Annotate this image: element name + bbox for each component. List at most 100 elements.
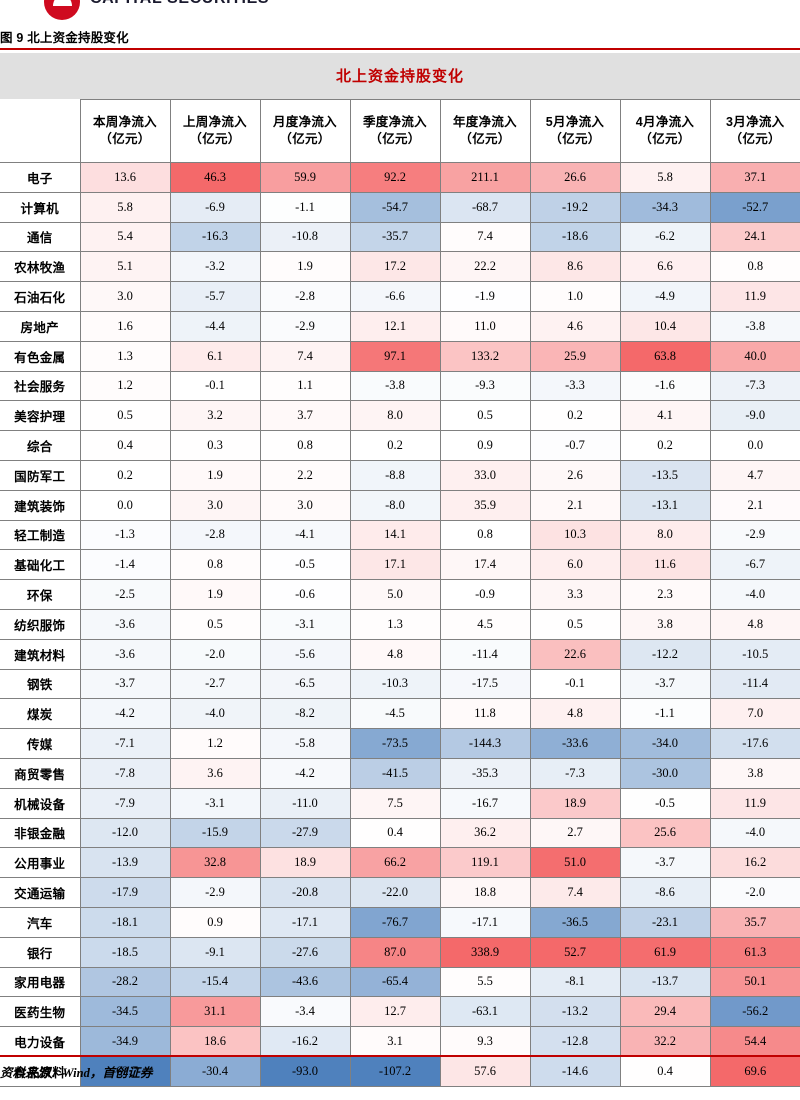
table-cell: -8.0 [349, 489, 441, 521]
table-cell: 1.9 [259, 251, 351, 283]
table-cell: 35.9 [439, 489, 531, 521]
table-cell: 26.6 [529, 162, 621, 193]
table-cell: -13.5 [619, 459, 711, 491]
table-cell: 0.4 [349, 817, 441, 849]
row-header-industry: 环保 [0, 579, 81, 610]
table-cell: -11.4 [439, 638, 531, 670]
table-row: 环保 -2.5 1.9 -0.6 5.0 -0.9 3.3 2.3 -4.0 [0, 579, 800, 610]
row-header-industry: 建筑装饰 [0, 489, 81, 521]
table-cell: 0.8 [169, 549, 261, 581]
table-cell: -7.1 [79, 728, 171, 759]
table-cell: -6.2 [619, 221, 711, 253]
table-cell: 12.7 [349, 996, 441, 1028]
table-cell: 12.1 [349, 310, 441, 342]
row-header-industry: 医药生物 [0, 996, 81, 1028]
table-cell: 13.6 [79, 162, 171, 193]
table-cell: -4.2 [79, 698, 171, 730]
table-cell: 7.4 [439, 221, 531, 253]
table-cell: 18.8 [439, 877, 531, 908]
row-header-industry: 有色金属 [0, 340, 81, 372]
row-header-industry: 房地产 [0, 310, 81, 342]
table-cell: -30.4 [169, 1055, 261, 1087]
table-row: 有色金属 1.3 6.1 7.4 97.1 133.2 25.9 63.8 40.0 [0, 340, 800, 372]
table-cell: -22.0 [349, 877, 441, 908]
table-row: 机械设备 -7.9 -3.1 -11.0 7.5 -16.7 18.9 -0.5 11.9 [0, 787, 800, 819]
table-cell: 66.2 [349, 847, 441, 879]
table-cell: -12.2 [619, 638, 711, 670]
table-cell: -8.1 [529, 966, 621, 998]
row-header-industry: 轻工制造 [0, 519, 81, 551]
table-cell: 4.5 [439, 608, 531, 640]
table-cell: 0.8 [439, 519, 531, 551]
table-cell: 18.9 [259, 847, 351, 879]
table-cell: -7.9 [79, 787, 171, 819]
table-cell: -3.2 [169, 251, 261, 283]
table-cell: -15.9 [169, 817, 261, 849]
table-cell: -5.7 [169, 281, 261, 312]
table-cell: 0.3 [169, 430, 261, 461]
table-cell: -8.6 [619, 877, 711, 908]
table-cell: 5.8 [619, 162, 711, 193]
row-header-industry: 电子 [0, 162, 81, 193]
table-cell: -62.7 [79, 1055, 171, 1087]
table-cell: -2.0 [709, 877, 800, 908]
table-cell: 87.0 [349, 936, 441, 968]
table-cell: -16.7 [439, 787, 531, 819]
table-cell: 63.8 [619, 340, 711, 372]
column-header-4: 年度净流入 （亿元） [439, 99, 531, 163]
table-cell: -3.8 [709, 310, 800, 342]
table-cell: 52.7 [529, 936, 621, 968]
table-cell: -4.2 [259, 757, 351, 789]
table-cell: -13.9 [79, 847, 171, 879]
table-cell: 0.0 [709, 430, 800, 461]
table-cell: 4.1 [619, 400, 711, 432]
table-cell: -34.0 [619, 728, 711, 759]
table-cell: -9.0 [709, 400, 800, 432]
table-cell: -11.0 [259, 787, 351, 819]
row-header-industry: 美容护理 [0, 400, 81, 432]
table-cell: -8.8 [349, 459, 441, 491]
table-cell: 11.8 [439, 698, 531, 730]
table-corner-header [0, 99, 81, 163]
row-header-industry: 家用电器 [0, 966, 81, 998]
table-cell: -1.1 [259, 191, 351, 223]
table-row: 非银金融 -12.0 -15.9 -27.9 0.4 36.2 2.7 25.6 -4.0 [0, 817, 800, 849]
table-row: 社会服务 1.2 -0.1 1.1 -3.8 -9.3 -3.3 -1.6 -7.3 [0, 370, 800, 402]
table-cell: -2.0 [169, 638, 261, 670]
table-cell: 1.2 [79, 370, 171, 402]
table-cell: -73.5 [349, 728, 441, 759]
table-cell: -9.3 [439, 370, 531, 402]
table-cell: -20.8 [259, 877, 351, 908]
table-row: 综合 0.4 0.3 0.8 0.2 0.9 -0.7 0.2 0.0 [0, 430, 800, 461]
table-cell: 11.6 [619, 549, 711, 581]
table-row: 食品饮料 -62.7 -30.4 -93.0 -107.2 57.6 -14.6 0.4 69.… [0, 1055, 800, 1087]
table-cell: -1.3 [79, 519, 171, 551]
table-cell: 11.0 [439, 310, 531, 342]
table-cell: -30.0 [619, 757, 711, 789]
table-cell: 1.6 [79, 310, 171, 342]
table-row: 电子 13.6 46.3 59.9 92.2 211.1 26.6 5.8 37.1 [0, 162, 800, 193]
table-cell: 3.2 [169, 400, 261, 432]
table-cell: 0.0 [79, 489, 171, 521]
row-header-industry: 电力设备 [0, 1026, 81, 1057]
table-cell: 51.0 [529, 847, 621, 879]
table-cell: 7.5 [349, 787, 441, 819]
row-header-industry: 银行 [0, 936, 81, 968]
row-header-industry: 农林牧渔 [0, 251, 81, 283]
table-cell: 0.8 [259, 430, 351, 461]
table-cell: -3.1 [259, 608, 351, 640]
table-row: 商贸零售 -7.8 3.6 -4.2 -41.5 -35.3 -7.3 -30.0 3.8 [0, 757, 800, 789]
row-header-industry: 公用事业 [0, 847, 81, 879]
table-cell: -107.2 [349, 1055, 441, 1087]
table-cell: -3.8 [349, 370, 441, 402]
table-cell: 32.2 [619, 1026, 711, 1057]
table-cell: 3.0 [259, 489, 351, 521]
table-cell: 4.7 [709, 459, 800, 491]
table-cell: 36.2 [439, 817, 531, 849]
table-cell: 1.2 [169, 728, 261, 759]
table-cell: 6.0 [529, 549, 621, 581]
table-cell: -54.7 [349, 191, 441, 223]
table-cell: 16.2 [709, 847, 800, 879]
table-cell: -17.5 [439, 668, 531, 700]
table-cell: -10.8 [259, 221, 351, 253]
